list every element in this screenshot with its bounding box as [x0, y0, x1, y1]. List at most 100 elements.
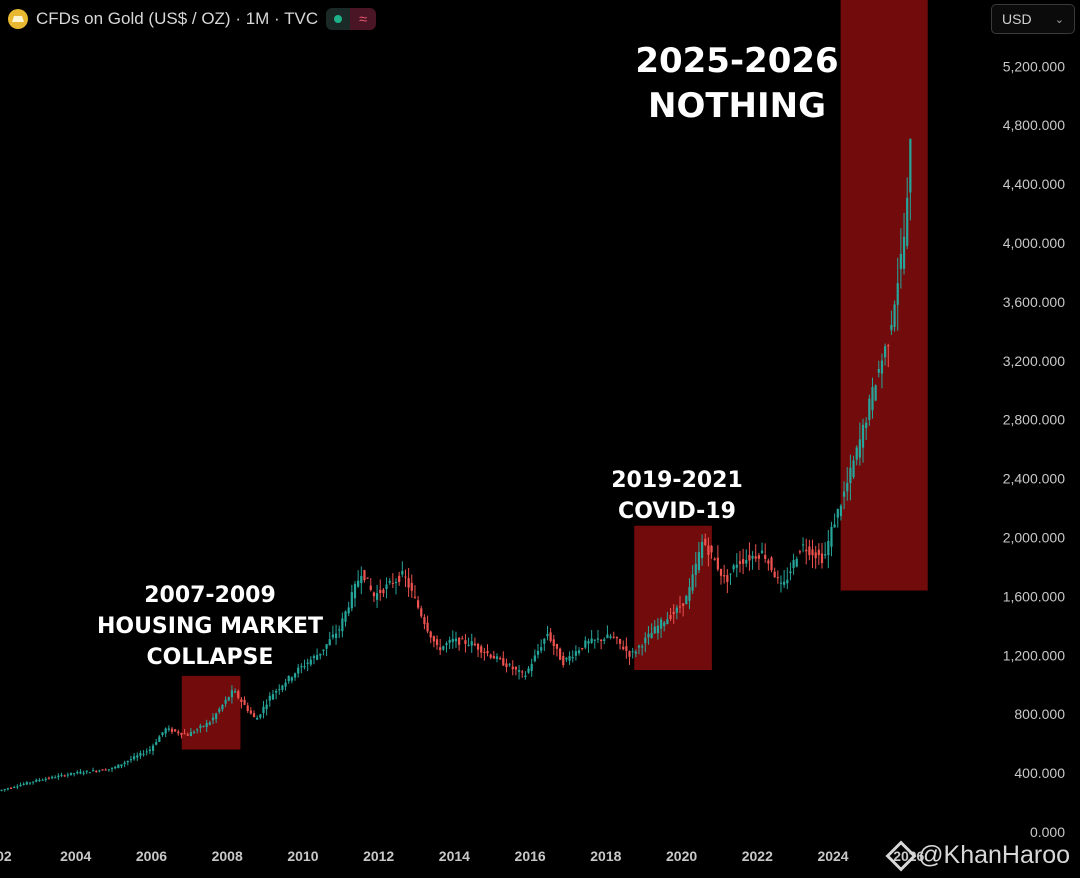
candle-body	[565, 657, 568, 660]
candle-body	[107, 769, 110, 771]
candle-body	[865, 422, 868, 429]
candle-body	[700, 541, 704, 558]
candle-body	[328, 639, 331, 645]
x-tick-label: 002	[0, 848, 12, 864]
x-tick-label: 2020	[666, 848, 697, 864]
y-tick-label: 3,600.000	[1003, 294, 1065, 310]
candle-body	[716, 557, 719, 570]
candle-body	[88, 772, 92, 774]
candle-body	[893, 304, 896, 328]
candle-body	[202, 725, 205, 727]
candle-body	[558, 648, 562, 660]
annotations-layer: 2007-2009 HOUSING MARKET COLLAPSE 2019-2021…	[97, 41, 839, 670]
candle-body	[839, 505, 843, 517]
candle-body	[158, 736, 161, 742]
market-status[interactable]: ≈	[326, 8, 377, 30]
candle-body	[6, 788, 9, 790]
candle-body	[38, 780, 41, 782]
candle-body	[44, 778, 47, 781]
candle-body	[3, 789, 6, 791]
candle-body	[470, 641, 473, 646]
candle-body	[527, 668, 530, 673]
candle-body	[208, 722, 211, 725]
candle-body	[416, 600, 420, 608]
candle-body	[836, 509, 839, 518]
candle-body	[186, 734, 189, 736]
candle-body	[177, 731, 180, 734]
candle-body	[672, 611, 675, 615]
currency-selector[interactable]: USD ⌄	[991, 4, 1075, 34]
candle-body	[849, 467, 852, 484]
candle-body	[760, 550, 764, 553]
candle-body	[656, 625, 660, 634]
candle-body	[161, 732, 164, 736]
x-tick-label: 2024	[817, 848, 848, 864]
candle-body	[297, 667, 300, 674]
candle-body	[133, 756, 136, 760]
candle-body	[91, 770, 95, 772]
candle-body	[303, 666, 306, 668]
candle-body	[290, 677, 293, 681]
chart-title[interactable]: CFDs on Gold (US$ / OZ) · 1M · TVC	[36, 9, 319, 28]
candle-body	[167, 728, 170, 730]
candle-body	[659, 619, 663, 629]
candle-body	[521, 671, 524, 673]
candle-body	[13, 787, 16, 789]
candle-body	[287, 675, 290, 682]
candle-body	[322, 649, 325, 651]
candle-body	[571, 656, 574, 659]
candle-body	[846, 482, 849, 492]
candle-body	[265, 704, 268, 710]
candle-body	[489, 654, 492, 658]
y-tick-label: 3,200.000	[1003, 353, 1065, 369]
candle-body	[256, 718, 259, 720]
candle-body	[353, 584, 357, 599]
candle-body	[653, 626, 656, 634]
candle-body	[85, 770, 88, 772]
candle-body	[259, 714, 262, 718]
candle-body	[47, 777, 51, 779]
candle-body	[852, 460, 855, 478]
candle-body	[227, 697, 230, 701]
candle-body	[439, 647, 442, 651]
candle-body	[694, 563, 697, 575]
chevron-down-icon: ⌄	[1054, 13, 1064, 26]
y-tick-label: 4,400.000	[1003, 176, 1065, 192]
candle-body	[268, 695, 271, 701]
currency-label: USD	[1002, 11, 1032, 27]
candle-body	[540, 647, 543, 651]
candle-body	[625, 646, 628, 651]
candle-body	[792, 560, 795, 569]
candle-body	[899, 253, 902, 270]
y-tick-label: 1,200.000	[1003, 647, 1065, 663]
candle-body	[606, 634, 609, 639]
candle-body	[79, 771, 82, 774]
candle-body	[587, 641, 590, 644]
candle-body	[732, 565, 735, 570]
candle-body	[505, 663, 508, 668]
y-tick-label: 2,000.000	[1003, 529, 1065, 545]
annotation-covid: COVID-19	[618, 499, 736, 524]
candle-body	[9, 787, 13, 789]
candle-body	[155, 742, 158, 745]
candle-body	[293, 673, 297, 678]
candle-body	[117, 764, 120, 769]
candle-body	[707, 545, 710, 555]
candle-body	[786, 579, 789, 584]
candle-body	[338, 629, 341, 631]
candle-body	[748, 554, 751, 561]
candle-body	[811, 549, 814, 556]
candle-body	[647, 633, 650, 638]
candle-body	[783, 581, 786, 585]
candle-body	[205, 722, 208, 727]
candle-body	[517, 670, 521, 672]
candle-body	[237, 691, 240, 698]
candle-body	[391, 582, 394, 584]
candle-body	[697, 552, 701, 571]
candle-body	[281, 685, 284, 690]
candle-body	[577, 650, 581, 654]
candle-body	[420, 608, 423, 617]
chart-header: CFDs on Gold (US$ / OZ) · 1M · TVC ≈	[8, 6, 377, 32]
candle-body	[603, 639, 606, 642]
